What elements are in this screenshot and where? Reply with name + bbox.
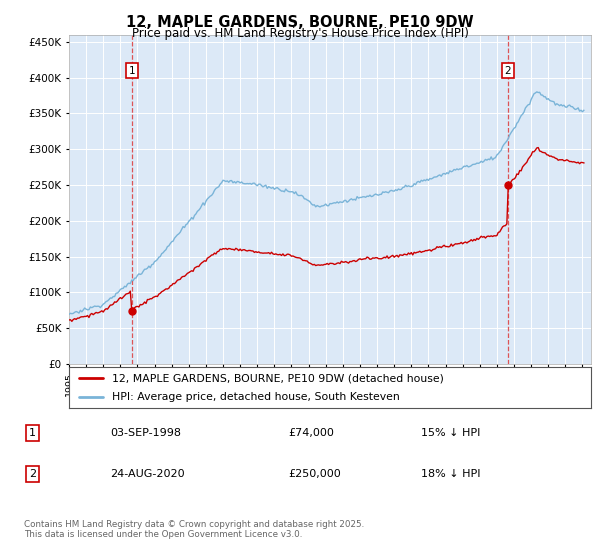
Text: 2: 2 — [505, 66, 511, 76]
Text: 2: 2 — [29, 469, 36, 479]
Text: 18% ↓ HPI: 18% ↓ HPI — [421, 469, 481, 479]
Text: 12, MAPLE GARDENS, BOURNE, PE10 9DW: 12, MAPLE GARDENS, BOURNE, PE10 9DW — [126, 15, 474, 30]
Text: 24-AUG-2020: 24-AUG-2020 — [110, 469, 185, 479]
Text: £250,000: £250,000 — [289, 469, 341, 479]
Text: Price paid vs. HM Land Registry's House Price Index (HPI): Price paid vs. HM Land Registry's House … — [131, 27, 469, 40]
Text: 12, MAPLE GARDENS, BOURNE, PE10 9DW (detached house): 12, MAPLE GARDENS, BOURNE, PE10 9DW (det… — [112, 374, 443, 383]
Text: £74,000: £74,000 — [289, 428, 335, 437]
Text: HPI: Average price, detached house, South Kesteven: HPI: Average price, detached house, Sout… — [112, 392, 400, 402]
Text: Contains HM Land Registry data © Crown copyright and database right 2025.
This d: Contains HM Land Registry data © Crown c… — [24, 520, 364, 539]
Text: 03-SEP-1998: 03-SEP-1998 — [110, 428, 181, 437]
Text: 1: 1 — [128, 66, 135, 76]
Text: 15% ↓ HPI: 15% ↓ HPI — [421, 428, 481, 437]
Text: 1: 1 — [29, 428, 36, 437]
